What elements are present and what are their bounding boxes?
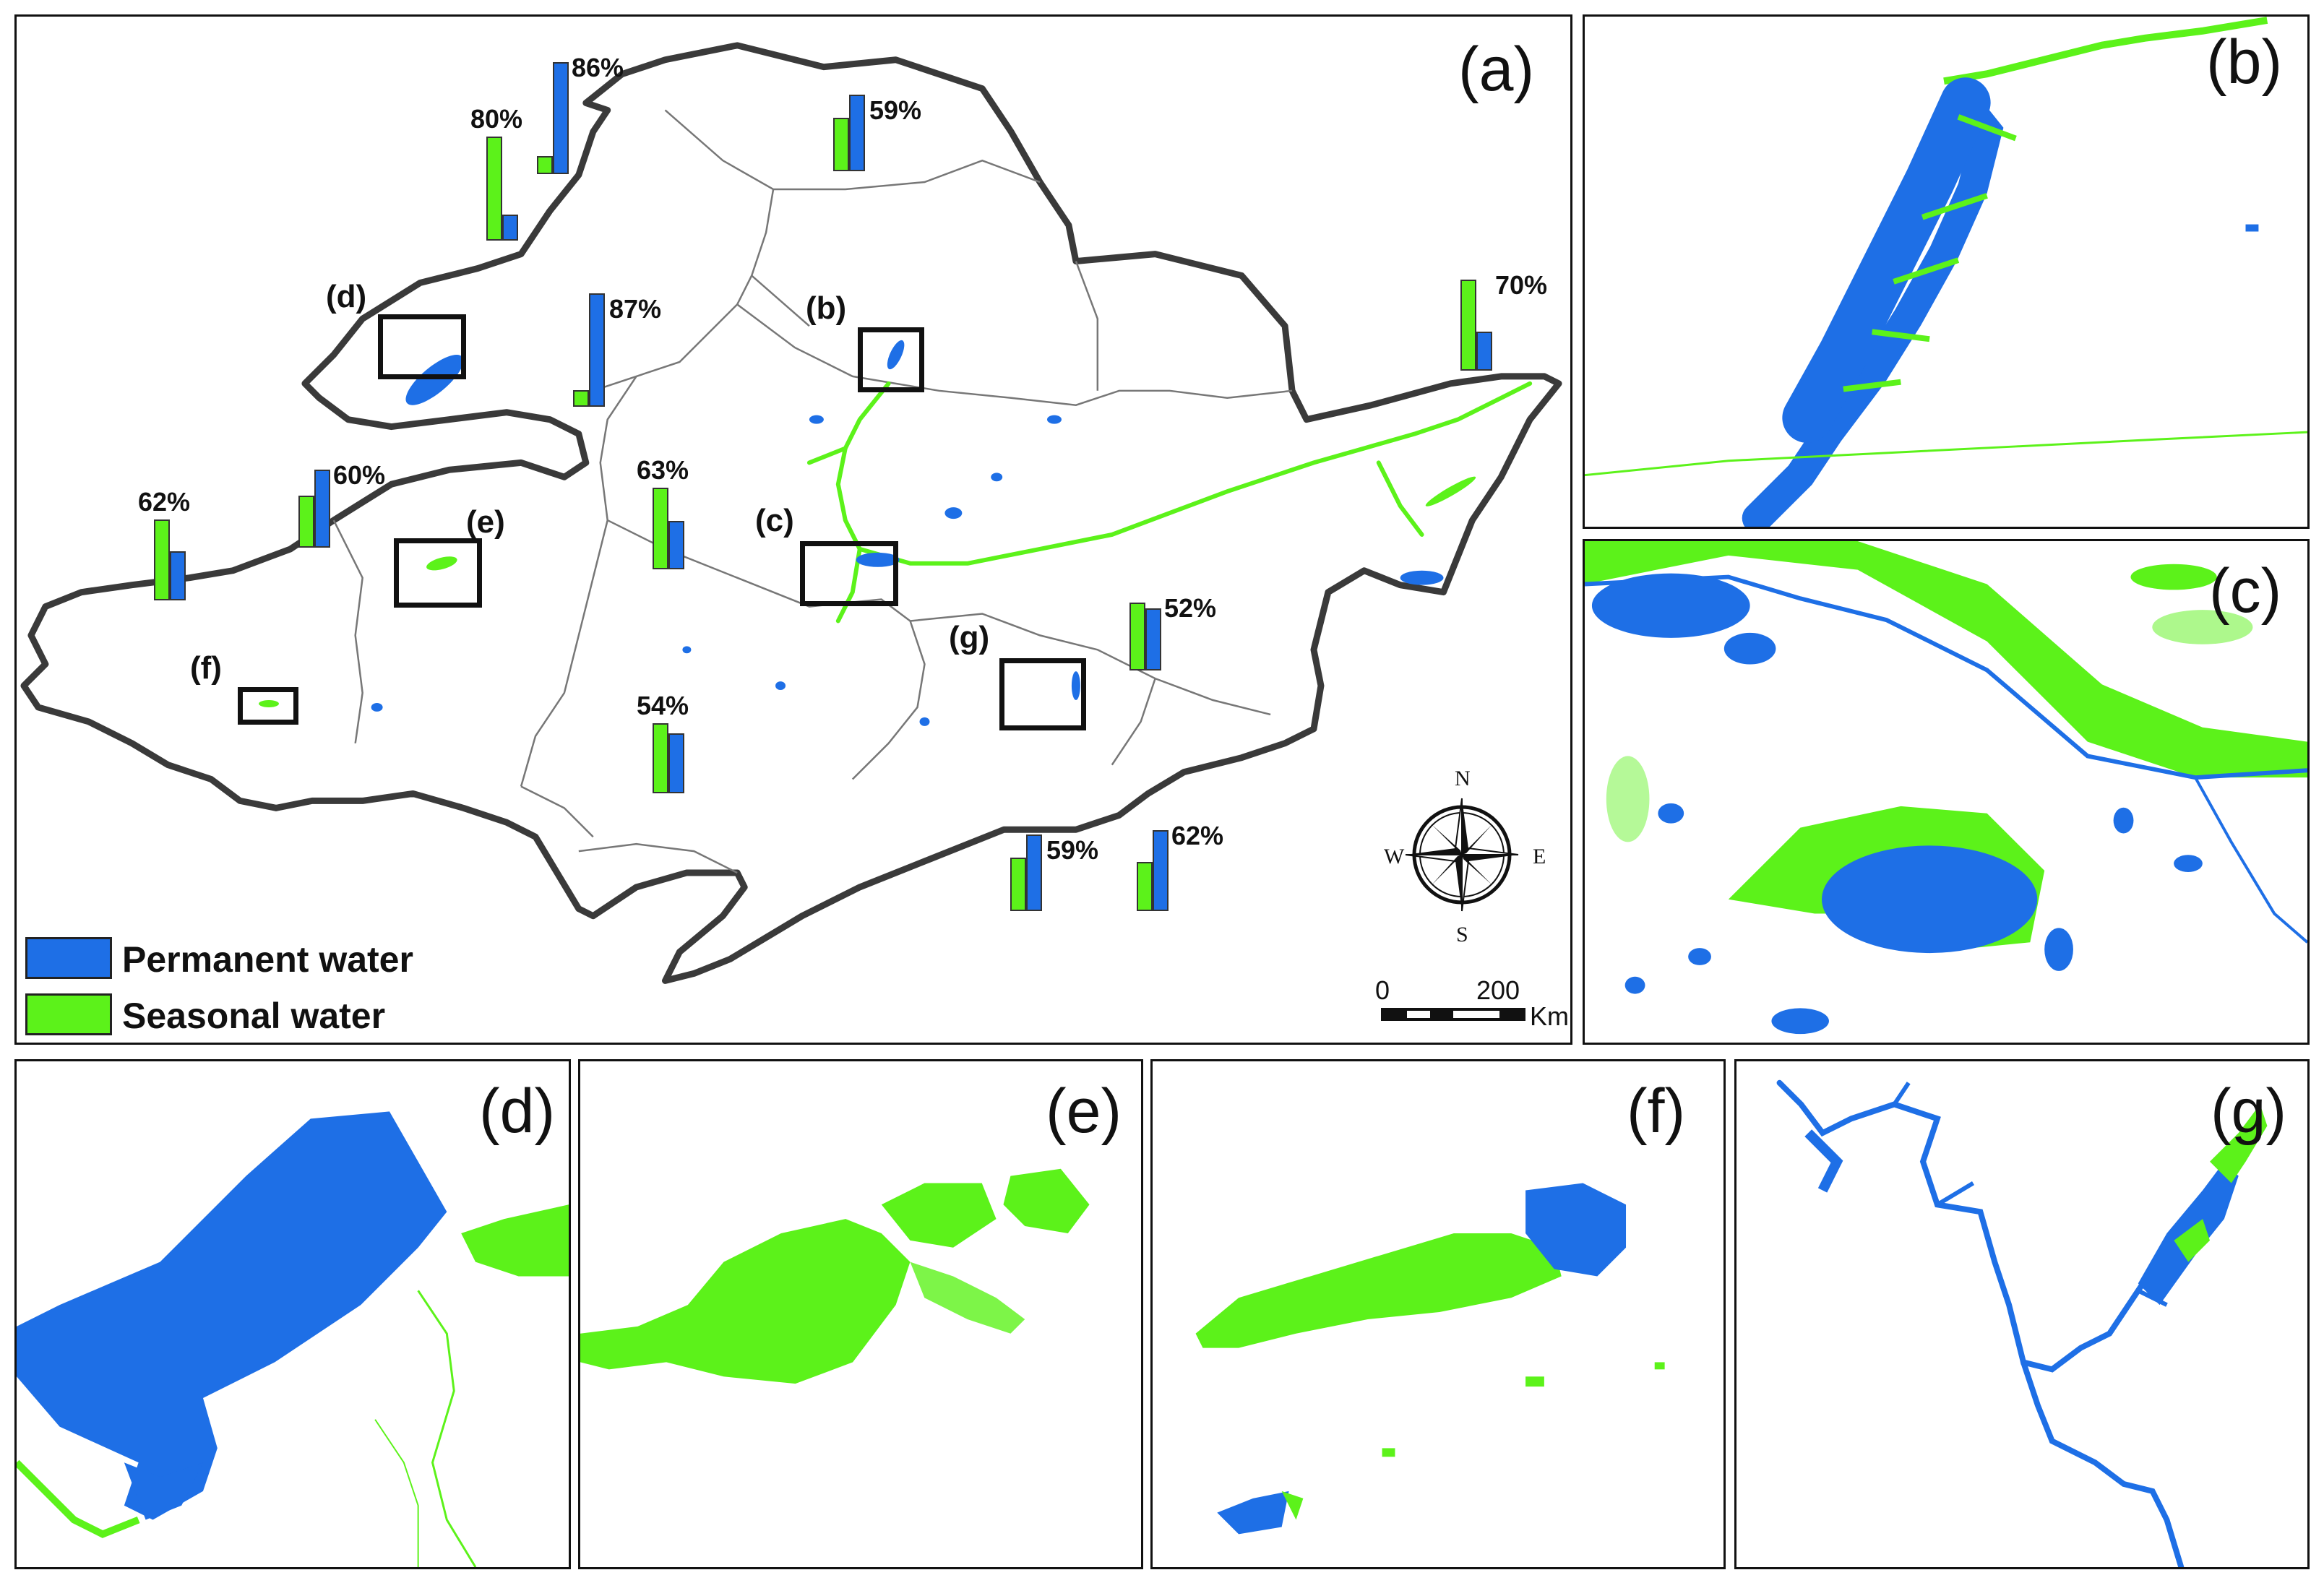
bar-percentage-label: 54% — [637, 691, 689, 720]
water-spots — [259, 340, 1476, 726]
bar-percentage-label: 62% — [138, 487, 191, 517]
compass-north: N — [1455, 767, 1471, 790]
seasonal-bar — [653, 488, 668, 569]
panel-b-water-map — [1585, 17, 2307, 527]
bar-percentage-label: 62% — [1171, 821, 1224, 850]
legend-permanent-swatch — [25, 937, 112, 979]
panel-g-label: (g) — [2211, 1077, 2287, 1146]
inset-tag-e: (e) — [466, 504, 505, 540]
inset-box-g — [999, 658, 1086, 730]
inset-tag-g: (g) — [949, 620, 990, 655]
inset-box-b — [858, 327, 924, 392]
bar-percentage-label: 80% — [470, 104, 523, 134]
bar-percentage-label: 87% — [609, 294, 662, 324]
panel-g-water-map — [1776, 1079, 2268, 1567]
seasonal-bar — [833, 118, 849, 171]
panel-a-overview-map: (a) (d) (b) (e) (c) (g) (f) 86% 80% 59% 70%… — [14, 14, 1572, 1045]
permanent-bar — [553, 62, 569, 174]
seasonal-bar — [1010, 858, 1026, 911]
panel-f-label: (f) — [1627, 1077, 1686, 1146]
compass-south: S — [1456, 923, 1468, 946]
scale-zero: 0 — [1375, 975, 1390, 1005]
inset-tag-f: (f) — [190, 650, 222, 686]
permanent-bar — [1476, 332, 1492, 371]
panel-b-inset: (b) — [1583, 14, 2310, 529]
compass-rose — [1405, 798, 1519, 912]
scale-unit: Km — [1530, 1001, 1569, 1031]
permanent-bar — [668, 733, 684, 793]
permanent-bar — [849, 95, 865, 171]
panel-c-water-map — [1585, 541, 2307, 1035]
seasonal-bar — [1129, 603, 1145, 670]
seasonal-bar — [298, 496, 314, 548]
seasonal-bar — [1137, 862, 1153, 911]
panel-c-inset: (c) — [1583, 539, 2310, 1045]
panel-e-water-map — [580, 1168, 1090, 1384]
inset-tag-b: (b) — [806, 290, 847, 326]
permanent-bar — [668, 521, 684, 569]
scale-max: 200 — [1476, 975, 1520, 1005]
bar-percentage-label: 59% — [869, 95, 922, 125]
inset-box-e — [394, 538, 482, 608]
bar-percentage-label: 52% — [1164, 593, 1217, 623]
river-network — [806, 381, 1533, 624]
inset-box-d — [378, 314, 466, 379]
legend-seasonal-swatch — [25, 993, 112, 1035]
panel-c-label: (c) — [2209, 556, 2282, 626]
permanent-bar — [170, 551, 186, 600]
compass-west: W — [1384, 845, 1405, 868]
panel-d-inset: (d) — [14, 1059, 571, 1569]
panel-d-label: (d) — [479, 1077, 556, 1146]
bar-percentage-label: 86% — [572, 53, 624, 82]
panel-d-water-map — [17, 1111, 569, 1567]
basin-map-svg — [20, 42, 1562, 984]
seasonal-bar — [154, 519, 170, 600]
basin-boundary — [20, 42, 1562, 984]
inset-tag-d: (d) — [326, 279, 367, 314]
permanent-bar — [502, 215, 518, 241]
scale-bar — [1381, 1008, 1525, 1021]
bar-percentage-label: 63% — [637, 455, 689, 485]
panel-g-inset: (g) — [1734, 1059, 2310, 1569]
panel-a-label: (a) — [1458, 35, 1535, 104]
permanent-bar — [1145, 608, 1161, 670]
bar-percentage-label: 60% — [333, 460, 386, 490]
permanent-bar — [314, 470, 330, 548]
permanent-bar — [589, 293, 605, 407]
subbasin-boundaries — [332, 109, 1293, 874]
seasonal-bar — [653, 723, 668, 793]
inset-tag-c: (c) — [755, 503, 794, 538]
inset-box-c — [800, 541, 898, 606]
seasonal-bar — [486, 137, 502, 241]
seasonal-bar — [1460, 280, 1476, 371]
compass-east: E — [1533, 845, 1546, 868]
seasonal-bar — [537, 156, 553, 174]
panel-b-label: (b) — [2206, 27, 2283, 97]
legend-permanent-label: Permanent water — [122, 939, 413, 980]
permanent-bar — [1153, 830, 1169, 911]
panel-e-label: (e) — [1046, 1077, 1122, 1146]
panel-f-inset: (f) — [1150, 1059, 1726, 1569]
inset-box-f — [238, 687, 298, 725]
panel-e-inset: (e) — [578, 1059, 1143, 1569]
permanent-bar — [1026, 834, 1042, 911]
bar-percentage-label: 70% — [1495, 270, 1548, 300]
bar-percentage-label: 59% — [1046, 835, 1099, 865]
legend-seasonal-label: Seasonal water — [122, 996, 386, 1036]
seasonal-bar — [573, 390, 589, 407]
panel-f-water-map — [1195, 1183, 1665, 1535]
